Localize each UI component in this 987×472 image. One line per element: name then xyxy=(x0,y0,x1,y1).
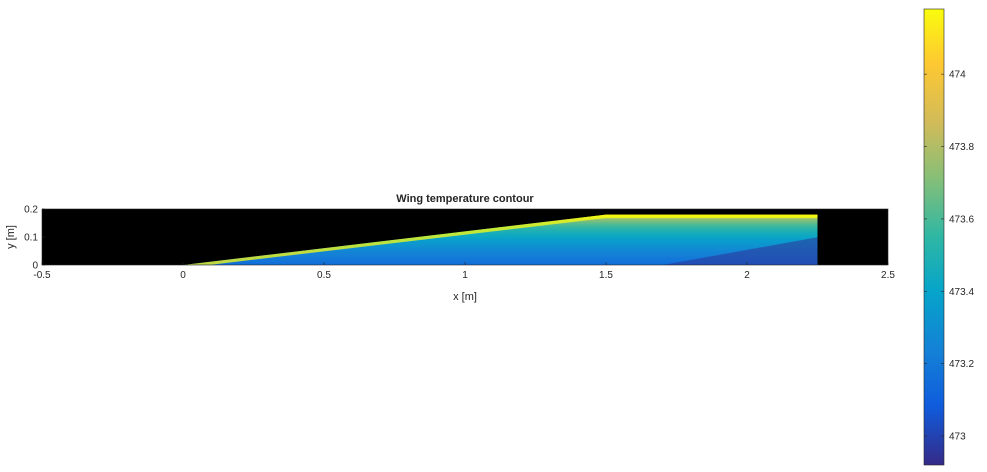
colorbar-gradient xyxy=(923,8,945,466)
colorbar-tick-label: 473.4 xyxy=(949,287,974,298)
x-tick-label: -0.5 xyxy=(33,270,51,281)
x-tick-label: 2 xyxy=(744,270,750,281)
x-tick-label: 0.5 xyxy=(317,270,331,281)
chart-title: Wing temperature contour xyxy=(396,193,534,205)
wing-heatmap-region xyxy=(183,214,818,265)
y-axis-ticks: 0 0.1 0.2 xyxy=(24,205,45,272)
x-axis-label: x [m] xyxy=(453,291,477,303)
colorbar-tick-label: 473.2 xyxy=(949,359,974,370)
x-tick-label: 2.5 xyxy=(881,270,895,281)
y-tick-label: 0.2 xyxy=(24,205,38,216)
colorbar-ticks: 473 473.2 473.4 473.6 473.8 474 xyxy=(924,70,974,443)
x-tick-label: 1 xyxy=(462,270,468,281)
y-tick-label: 0.1 xyxy=(24,233,38,244)
colorbar-tick-label: 473.8 xyxy=(949,142,974,153)
colorbar: 473 473.2 473.4 473.6 473.8 474 xyxy=(923,8,974,466)
y-tick-label: 0 xyxy=(32,261,38,272)
y-axis-label: y [m] xyxy=(5,225,17,249)
wing-leading-edge-glow xyxy=(183,214,818,265)
colorbar-tick-label: 474 xyxy=(949,70,966,81)
plot-area xyxy=(41,208,889,266)
x-tick-label: 1.5 xyxy=(599,270,613,281)
wing-tip-shading xyxy=(662,237,818,265)
colorbar-tick-label: 473 xyxy=(949,432,966,443)
x-tick-label: 0 xyxy=(180,270,186,281)
x-axis-ticks: -0.5 0 0.5 1 1.5 2 2.5 xyxy=(33,262,895,281)
colorbar-tick-label: 473.6 xyxy=(949,214,974,225)
